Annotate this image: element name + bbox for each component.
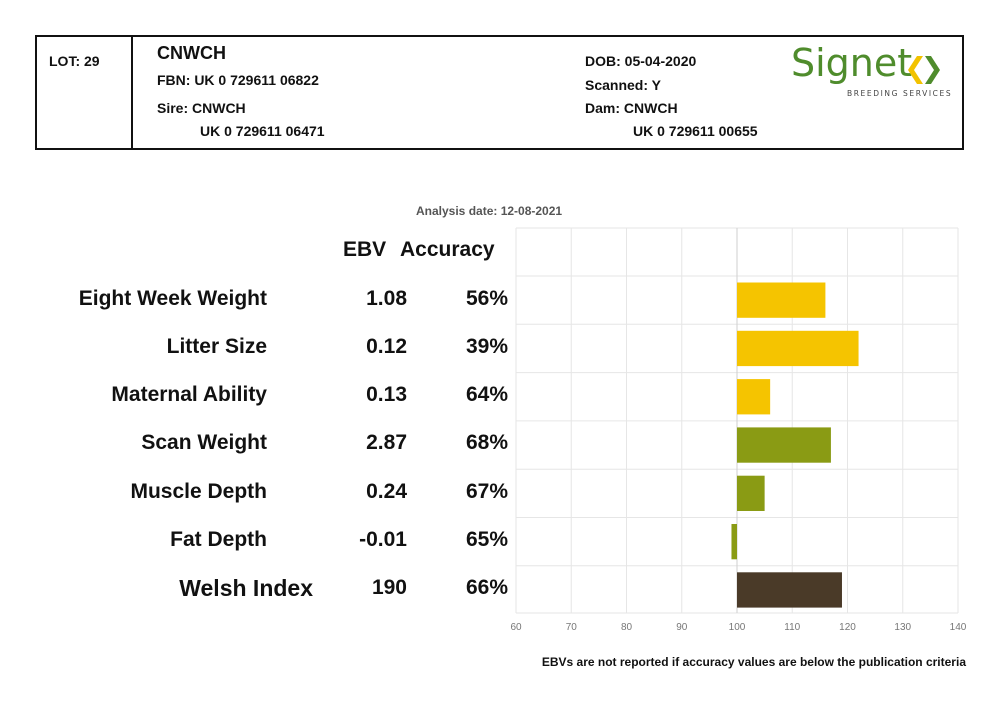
analysis-date: Analysis date: 12-08-2021	[416, 204, 563, 218]
sire-name: Sire: CNWCH	[157, 100, 246, 116]
bar-fat-depth	[731, 524, 737, 560]
accuracy-value: 65%	[465, 528, 508, 551]
ebv-value: 190	[371, 576, 407, 599]
x-tick-label: 130	[894, 622, 911, 633]
lot-cell: LOT: 29	[37, 37, 133, 148]
accuracy-column-header: Accuracy	[400, 238, 495, 261]
signet-logo: Signet BREEDING SERVICES	[791, 41, 951, 101]
trait-label: Maternal Ability	[111, 383, 267, 406]
animal-header: LOT: 29 CNWCH FBN: UK 0 729611 06822 Sir…	[35, 35, 964, 150]
x-tick-label: 120	[839, 622, 856, 633]
x-tick-label: 60	[510, 622, 522, 633]
dam-name: Dam: CNWCH	[585, 100, 678, 116]
trait-label: Muscle Depth	[130, 480, 267, 503]
bar-litter-size	[737, 330, 859, 367]
bar-muscle-depth	[737, 475, 765, 511]
accuracy-value: 68%	[465, 431, 508, 454]
trait-label: Scan Weight	[141, 431, 267, 454]
accuracy-value: 39%	[465, 335, 508, 358]
scanned-status: Scanned: Y	[585, 77, 661, 93]
fbn-number: FBN: UK 0 729611 06822	[157, 72, 319, 88]
bar-maternal-ability	[737, 379, 771, 415]
trait-label: Welsh Index	[179, 575, 313, 601]
accuracy-value: 64%	[465, 383, 508, 406]
lot-number: LOT: 29	[49, 53, 100, 69]
ebv-value: 1.08	[366, 287, 407, 310]
bar-welsh-index	[737, 572, 842, 608]
ebv-column-header: EBV	[343, 238, 387, 261]
x-tick-label: 90	[676, 622, 688, 633]
trait-label: Eight Week Weight	[78, 287, 267, 310]
chevron-logo-icon	[908, 56, 940, 84]
bar-scan-weight	[737, 427, 831, 463]
ebv-value: 0.24	[366, 480, 407, 503]
accuracy-value: 56%	[465, 287, 508, 310]
x-tick-label: 70	[566, 622, 578, 633]
x-tick-label: 140	[950, 622, 967, 633]
logo-wordmark: Signet	[791, 41, 913, 85]
x-tick-label: 110	[784, 622, 800, 633]
dam-id: UK 0 729611 00655	[633, 123, 758, 139]
ebv-value: 0.12	[366, 335, 407, 358]
ebv-value: -0.01	[359, 528, 407, 551]
ebv-value: 0.13	[366, 383, 407, 406]
x-tick-label: 80	[621, 622, 633, 633]
logo-subtitle: BREEDING SERVICES	[847, 89, 953, 98]
x-tick-label: 100	[729, 622, 746, 633]
ebv-value: 2.87	[366, 431, 407, 454]
trait-label: Litter Size	[166, 335, 267, 358]
animal-name: CNWCH	[157, 43, 226, 63]
accuracy-value: 67%	[465, 480, 508, 503]
date-of-birth: DOB: 05-04-2020	[585, 53, 697, 69]
bar-eight-week-weight	[737, 282, 826, 318]
footnote: EBVs are not reported if accuracy values…	[541, 655, 966, 669]
accuracy-value: 66%	[465, 576, 508, 599]
trait-label: Fat Depth	[170, 528, 267, 551]
sire-id: UK 0 729611 06471	[200, 123, 325, 139]
